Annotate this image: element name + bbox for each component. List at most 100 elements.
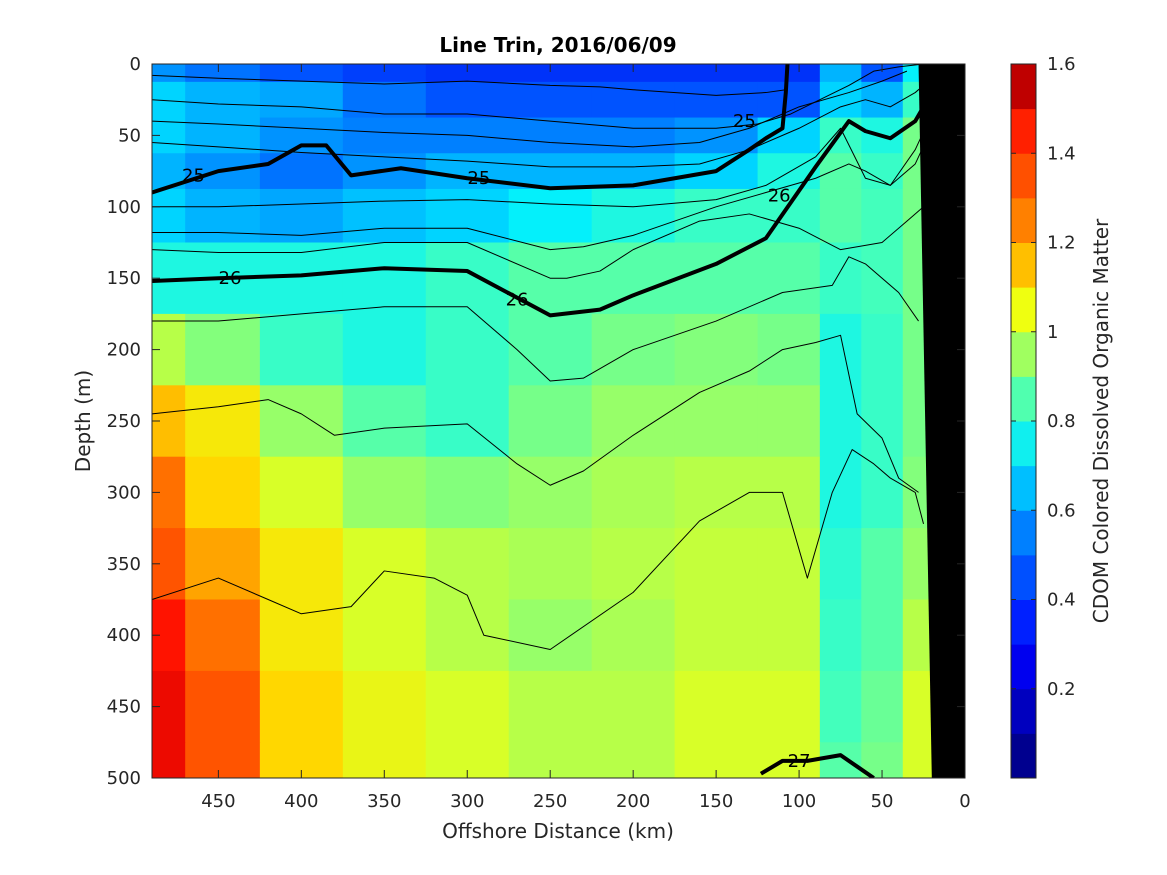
contour-line-27 <box>759 753 875 778</box>
heatmap-cell <box>819 599 862 672</box>
contour-line-26 <box>152 67 947 318</box>
colorbar-segment <box>1011 644 1036 690</box>
contour-label: 25 <box>467 168 490 189</box>
colorbar-segment <box>1011 599 1036 645</box>
contour-line <box>152 70 908 148</box>
x-tick-label: 350 <box>367 791 401 812</box>
heatmap-cell <box>425 528 510 601</box>
heatmap-cell <box>508 64 593 83</box>
seafloor-shape <box>918 64 965 778</box>
heatmap-cell <box>861 456 904 529</box>
density-contours <box>152 64 947 778</box>
contour-labels: 25 25 25 26 26 26 27 <box>182 111 811 772</box>
colorbar-segment <box>1011 287 1036 333</box>
heatmap-cell <box>342 313 427 386</box>
heatmap-cell <box>425 313 510 386</box>
heatmap-cell <box>757 242 821 315</box>
colorbar-segment <box>1011 510 1036 556</box>
heatmap-cell <box>674 81 759 119</box>
heatmap-cell <box>259 242 344 315</box>
y-tick-label: 400 <box>107 625 141 646</box>
heatmap-cell <box>259 385 344 458</box>
heatmap-cell <box>757 670 821 743</box>
heatmap-cell <box>152 742 186 778</box>
heatmap-cell <box>259 313 344 386</box>
heatmap-cell <box>591 456 676 529</box>
contour-line <box>152 135 929 251</box>
heatmap-cell <box>819 456 862 529</box>
heatmap-cell <box>259 153 344 190</box>
heatmap-cell <box>342 117 427 154</box>
heatmap-cell <box>259 64 344 83</box>
x-tick-label: 250 <box>533 791 567 812</box>
heatmap-cell <box>861 64 904 83</box>
colorbar-tick-label: 1 <box>1047 322 1058 343</box>
heatmap-cell <box>508 188 593 244</box>
heatmap-cell <box>591 117 676 154</box>
y-tick-label: 500 <box>107 768 141 789</box>
heatmap-field <box>152 64 965 778</box>
heatmap-cell <box>861 599 904 672</box>
colorbar-label: CDOM Colored Dissolved Organic Matter <box>1089 218 1113 623</box>
colorbar-segment <box>1011 554 1036 600</box>
contour-label: 27 <box>788 751 811 772</box>
heatmap-cell <box>674 385 759 458</box>
heatmap-cell <box>591 599 676 672</box>
bathymetry-mask <box>918 64 965 778</box>
colorbar-segment <box>1011 108 1036 154</box>
heatmap-cell <box>185 456 261 529</box>
heatmap-cell <box>674 456 759 529</box>
heatmap-cell <box>508 528 593 601</box>
heatmap-cell <box>819 64 862 83</box>
y-tick-label: 250 <box>107 411 141 432</box>
heatmap-cell <box>819 242 862 315</box>
heatmap-cell <box>819 153 862 190</box>
colorbar-segment <box>1011 197 1036 243</box>
heatmap-cell <box>757 599 821 672</box>
heatmap-cell <box>342 456 427 529</box>
heatmap-cell <box>342 599 427 672</box>
heatmap-cell <box>819 81 862 119</box>
contour-line <box>152 64 924 129</box>
heatmap-cell <box>757 64 821 83</box>
heatmap-cell <box>342 188 427 244</box>
colorbar-tick-label: 0.2 <box>1047 679 1076 700</box>
heatmap-cell <box>185 81 261 119</box>
heatmap-cell <box>674 117 759 154</box>
colorbar-tick-label: 1.4 <box>1047 143 1076 164</box>
colorbar-tick-label: 1.6 <box>1047 54 1076 75</box>
colorbar-segment <box>1011 465 1036 511</box>
heatmap-cell <box>861 313 904 386</box>
heatmap-cell <box>342 670 427 743</box>
heatmap-cell <box>259 670 344 743</box>
heatmap-cell <box>757 153 821 190</box>
heatmap-cell <box>185 385 261 458</box>
heatmap-cell <box>757 528 821 601</box>
heatmap-cell <box>185 670 261 743</box>
heatmap-cell <box>819 670 862 743</box>
heatmap-cell <box>591 670 676 743</box>
x-tick-label: 300 <box>450 791 484 812</box>
y-axis: 0 50 100 150 200 250 300 350 400 450 500 <box>107 54 965 789</box>
x-tick-label: 150 <box>699 791 733 812</box>
contour-line <box>152 206 924 279</box>
colorbar-segment <box>1011 376 1036 422</box>
heatmap-cell <box>508 313 593 386</box>
heatmap-cell <box>259 528 344 601</box>
heatmap-cell <box>342 242 427 315</box>
chart-title: Line Trin, 2016/06/09 <box>439 33 676 57</box>
heatmap-cell <box>757 81 821 119</box>
heatmap-cell <box>674 670 759 743</box>
colorbar-tick-label: 0.4 <box>1047 590 1076 611</box>
heatmap-cell <box>861 670 904 743</box>
heatmap-cell <box>259 456 344 529</box>
heatmap-cell <box>508 456 593 529</box>
heatmap-cell <box>591 81 676 119</box>
heatmap-cell <box>861 153 904 190</box>
x-tick-label: 50 <box>871 791 894 812</box>
heatmap-cell <box>425 599 510 672</box>
heatmap-cell <box>508 81 593 119</box>
heatmap-cell <box>152 188 186 244</box>
contour-label: 25 <box>733 111 756 132</box>
heatmap-cell <box>591 64 676 83</box>
